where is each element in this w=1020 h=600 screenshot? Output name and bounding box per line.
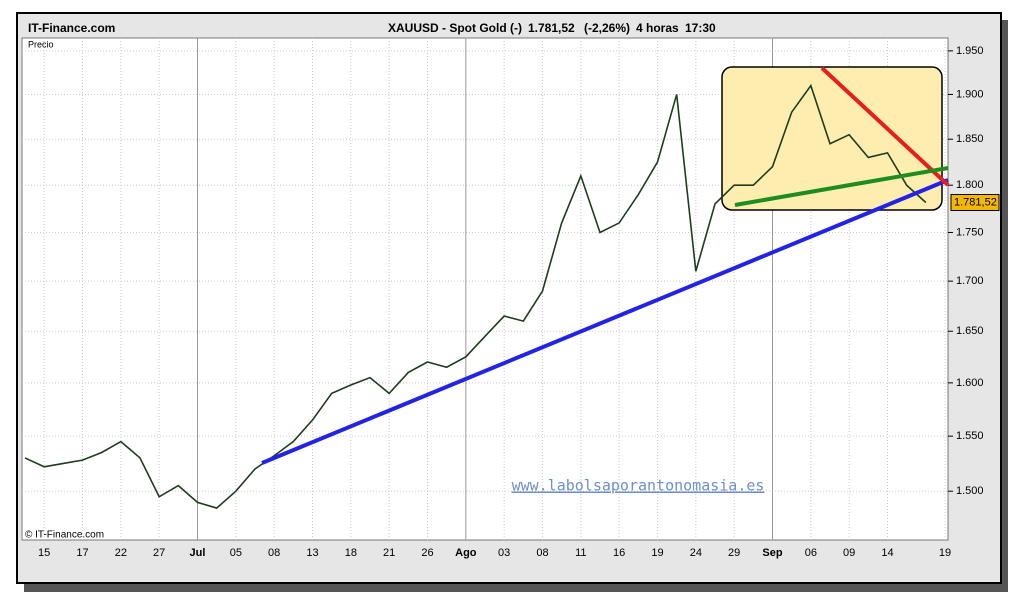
x-tick-label: 18: [345, 547, 357, 559]
y-tick-label: 1.600: [956, 377, 984, 389]
x-tick-label: Sep: [762, 547, 782, 559]
watermark: www.labolsaporantonomasia.es: [512, 477, 765, 495]
brand: IT-Finance.com: [28, 21, 115, 35]
x-tick-label: Jul: [190, 547, 206, 559]
x-tick-label: 26: [421, 547, 433, 559]
y-tick-label: 1.900: [956, 88, 984, 100]
y-tick-label: 1.750: [956, 226, 984, 238]
copyright: © IT-Finance.com: [25, 530, 104, 541]
y-tick-label: 1.700: [956, 275, 984, 287]
trend-line-resistance: [820, 66, 950, 187]
x-tick-label: 09: [843, 547, 855, 559]
y-tick-label: 1.850: [956, 133, 984, 145]
trend-line-support: [261, 178, 949, 465]
x-tick-label: 08: [536, 547, 548, 559]
x-tick-label: 19: [939, 547, 951, 559]
x-tick-label: 16: [613, 547, 625, 559]
x-tick-label: Ago: [455, 547, 477, 559]
chart-title: XAUUSD - Spot Gold (-): [388, 21, 522, 35]
x-tick-label: 19: [651, 547, 663, 559]
x-tick-label: 11: [575, 547, 586, 559]
x-tick-label: 13: [306, 547, 318, 559]
x-tick-label: 27: [153, 547, 165, 559]
x-tick-label: 06: [805, 547, 817, 559]
x-tick-label: 15: [38, 547, 50, 559]
x-tick-label: 21: [383, 547, 395, 559]
title-interval: 4 horas: [636, 21, 679, 35]
last-price-label: 1.781,52: [954, 196, 997, 208]
x-tick-label: 03: [498, 547, 510, 559]
last-price-box: [950, 194, 1000, 212]
y-tick-label: 1.800: [956, 179, 984, 191]
title-time: 17:30: [685, 21, 716, 35]
title-change: (-2,26%): [584, 21, 630, 35]
y-tick-label: 1.500: [956, 485, 984, 497]
price-line: [24, 83, 927, 509]
y-axis-label: Precio: [28, 39, 54, 49]
title-price: 1.781,52: [528, 21, 575, 35]
highlight-box: [721, 66, 943, 211]
x-tick-label: 05: [230, 547, 242, 559]
x-tick-label: 24: [690, 547, 702, 559]
y-tick-label: 1.550: [956, 430, 984, 442]
trend-line-neckline: [734, 166, 949, 207]
y-tick-label: 1.950: [956, 45, 984, 57]
x-tick-label: 08: [268, 547, 280, 559]
x-tick-label: 14: [881, 547, 893, 559]
x-tick-label: 29: [728, 547, 740, 559]
marks: [24, 83, 927, 509]
y-tick-label: 1.650: [956, 325, 984, 337]
x-tick-label: 17: [76, 547, 88, 559]
x-tick-label: 22: [115, 547, 127, 559]
